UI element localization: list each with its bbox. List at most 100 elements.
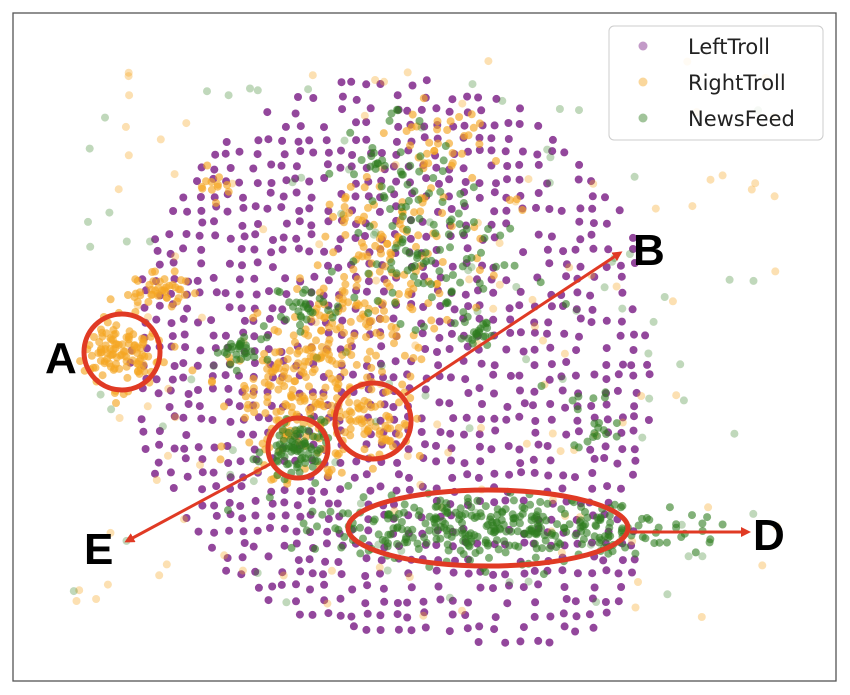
lefttroll-point	[562, 272, 571, 281]
lefttroll-point	[422, 232, 431, 241]
newsfeed-point	[385, 116, 394, 125]
righttroll-point	[317, 326, 326, 335]
righttroll-point	[162, 560, 171, 569]
lefttroll-point	[603, 415, 612, 424]
lefttroll-point	[240, 232, 249, 241]
lefttroll-point	[630, 555, 639, 564]
lefttroll-point	[532, 203, 540, 212]
righttroll-point	[341, 280, 350, 289]
righttroll-point	[408, 305, 417, 314]
lefttroll-point	[615, 206, 624, 215]
lefttroll-point	[403, 598, 412, 607]
lefttroll-point	[505, 304, 514, 313]
newsfeed-point	[429, 174, 438, 182]
lefttroll-point	[617, 272, 626, 281]
righttroll-point	[354, 301, 363, 310]
lefttroll-point	[478, 400, 486, 408]
lefttroll-point	[394, 122, 403, 131]
newsfeed-point	[388, 288, 397, 297]
newsfeed-point	[300, 437, 309, 446]
newsfeed-point	[333, 302, 342, 311]
newsfeed-point	[250, 353, 259, 362]
newsfeed-point	[297, 173, 306, 182]
newsfeed-point	[431, 515, 440, 524]
lefttroll-point	[212, 482, 221, 491]
righttroll-point	[161, 284, 170, 293]
righttroll-point	[122, 352, 131, 361]
lefttroll-point	[221, 149, 230, 158]
newsfeed-point	[368, 197, 377, 206]
lefttroll-point	[464, 598, 472, 607]
newsfeed-point	[438, 167, 447, 176]
lefttroll-point	[530, 468, 539, 477]
newsfeed-point	[396, 148, 405, 157]
newsfeed-point	[530, 539, 539, 548]
righttroll-point	[438, 258, 447, 266]
lefttroll-point	[573, 288, 582, 297]
lefttroll-point	[475, 384, 484, 393]
newsfeed-point	[499, 520, 508, 529]
lefttroll-point	[628, 568, 636, 577]
lefttroll-point	[278, 568, 287, 577]
lefttroll-point	[268, 304, 277, 313]
righttroll-point	[341, 231, 350, 239]
lefttroll-point	[305, 555, 314, 564]
lefttroll-point	[530, 566, 539, 575]
lefttroll-point	[322, 136, 331, 145]
lefttroll-point	[195, 402, 204, 411]
righttroll-point	[362, 250, 371, 259]
lefttroll-point	[393, 91, 402, 100]
lefttroll-point	[613, 459, 622, 468]
newsfeed-point	[454, 209, 463, 218]
righttroll-point	[112, 399, 120, 407]
righttroll-point	[220, 551, 229, 560]
lefttroll-point	[240, 539, 249, 547]
newsfeed-point	[663, 590, 672, 599]
newsfeed-point	[458, 262, 467, 271]
lefttroll-point	[226, 417, 235, 426]
lefttroll-point	[254, 583, 263, 592]
highlight-circle-a	[81, 311, 163, 393]
newsfeed-point	[371, 228, 380, 237]
newsfeed-point	[265, 493, 274, 502]
newsfeed-point	[456, 189, 465, 198]
righttroll-point	[130, 293, 139, 302]
righttroll-point	[279, 571, 288, 580]
newsfeed-point	[481, 502, 490, 511]
righttroll-point	[72, 597, 81, 605]
righttroll-point	[565, 263, 574, 272]
newsfeed-point	[577, 502, 586, 511]
lefttroll-point	[571, 245, 580, 254]
lefttroll-point	[515, 412, 524, 421]
righttroll-point	[245, 438, 254, 447]
lefttroll-point	[249, 542, 258, 551]
lefttroll-point	[210, 443, 219, 452]
lefttroll-point	[238, 553, 247, 562]
newsfeed-point	[282, 598, 291, 607]
newsfeed-point	[436, 534, 445, 543]
righttroll-point	[289, 364, 298, 373]
righttroll-point	[410, 208, 419, 217]
lefttroll-point	[324, 499, 333, 508]
lefttroll-point	[491, 426, 500, 435]
newsfeed-point	[644, 349, 653, 358]
lefttroll-point	[197, 206, 206, 215]
newsfeed-point	[349, 257, 358, 266]
newsfeed-point	[419, 259, 428, 268]
righttroll-point	[448, 159, 457, 168]
lefttroll-point	[519, 583, 528, 592]
lefttroll-point	[445, 399, 454, 408]
lefttroll-point	[520, 569, 529, 578]
lefttroll-point	[530, 612, 539, 621]
lefttroll-point	[602, 263, 611, 272]
righttroll-point	[217, 442, 226, 451]
lefttroll-point	[254, 413, 263, 422]
lefttroll-point	[236, 457, 245, 466]
lefttroll-point	[254, 220, 262, 228]
righttroll-point	[171, 413, 180, 422]
righttroll-point	[263, 364, 272, 373]
lefttroll-point	[561, 403, 570, 412]
righttroll-point	[380, 306, 388, 315]
lefttroll-point	[337, 78, 346, 87]
righttroll-point	[400, 351, 409, 360]
